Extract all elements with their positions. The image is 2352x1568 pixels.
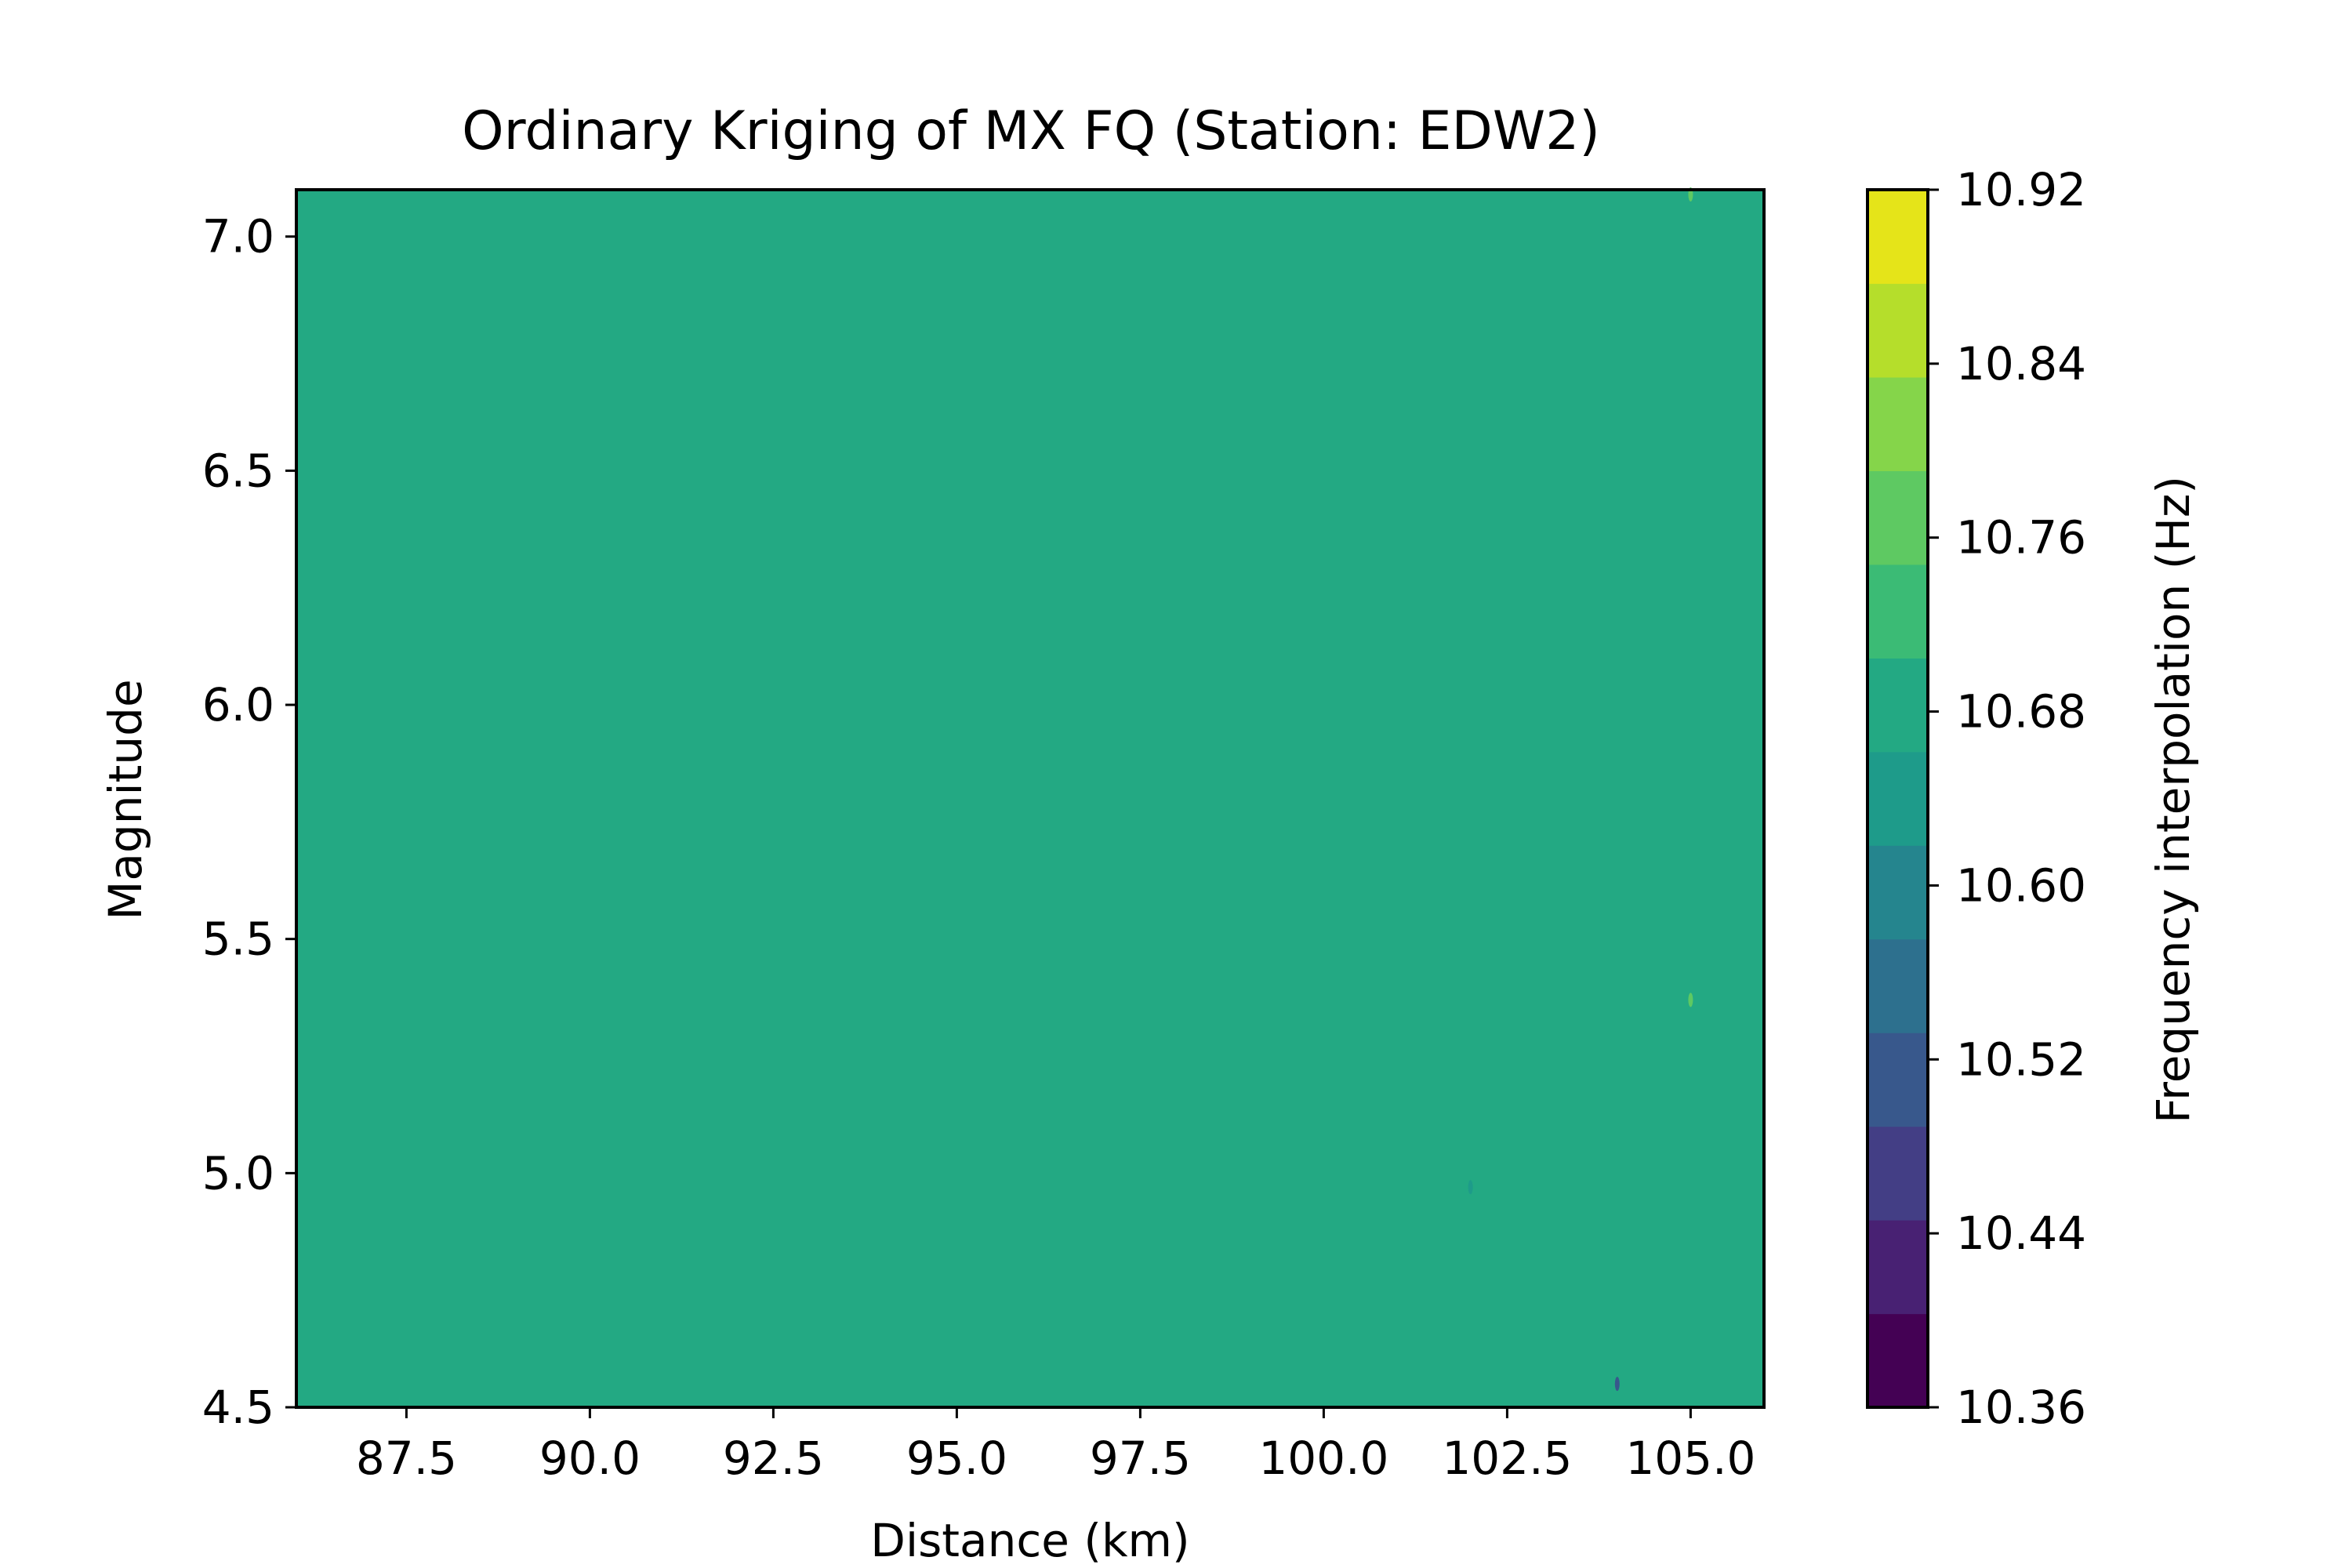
heatmap-anomalies xyxy=(1468,187,1693,1392)
colorbar-tick-label: 10.44 xyxy=(1956,1207,2086,1260)
colorbar-ticks: 10.36 10.44 10.52 10.60 10.68 10.76 10.84 10.92 xyxy=(1928,163,2086,1434)
x-axis-ticks: 87.5 90.0 92.5 95.0 97.5 100.0 102.5 105.0 xyxy=(356,1407,1755,1485)
colorbar-level-4 xyxy=(1867,938,1928,1033)
y-tick-label: 5.5 xyxy=(202,913,274,966)
colorbar-tick-label: 10.60 xyxy=(1956,858,2086,912)
colorbar-tick-label: 10.68 xyxy=(1956,685,2086,739)
heatmap-anomaly-3 xyxy=(1614,1377,1620,1392)
colorbar-level-3 xyxy=(1867,1033,1928,1127)
colorbar-tick-label: 10.84 xyxy=(1956,337,2086,390)
x-tick-label: 90.0 xyxy=(539,1432,641,1485)
heatmap-anomaly-1 xyxy=(1688,993,1693,1007)
y-tick-label: 7.0 xyxy=(202,210,274,263)
y-axis-label: Magnitude xyxy=(99,679,152,920)
x-tick-label: 95.0 xyxy=(906,1432,1007,1485)
x-tick-label: 100.0 xyxy=(1258,1432,1388,1485)
x-tick-label: 92.5 xyxy=(723,1432,824,1485)
colorbar-tick-label: 10.36 xyxy=(1956,1381,2086,1434)
x-tick-label: 87.5 xyxy=(356,1432,457,1485)
y-tick-label: 6.0 xyxy=(202,678,274,731)
heatmap-fill xyxy=(296,190,1764,1407)
colorbar-level-0 xyxy=(1867,1313,1928,1408)
colorbar: 10.36 10.44 10.52 10.60 10.68 10.76 10.84 10.92… xyxy=(1866,163,2200,1434)
colorbar-tick-label: 10.92 xyxy=(1956,163,2086,216)
colorbar-frame xyxy=(1866,188,1929,1409)
y-tick-label: 6.5 xyxy=(202,444,274,497)
y-tick-label: 5.0 xyxy=(202,1146,274,1200)
heatmap-anomaly-2 xyxy=(1468,1180,1473,1195)
y-tick-label: 4.5 xyxy=(202,1381,274,1434)
x-tick-label: 105.0 xyxy=(1625,1432,1755,1485)
colorbar-tick-label: 10.52 xyxy=(1956,1033,2086,1086)
plot-frame xyxy=(295,188,1766,1409)
chart-title: Ordinary Kriging of MX FQ (Station: EDW2… xyxy=(462,100,1600,162)
colorbar-level-1 xyxy=(1867,1220,1928,1315)
colorbar-tick-label: 10.76 xyxy=(1956,511,2086,564)
colorbar-level-9 xyxy=(1867,470,1928,565)
plot-area: 87.5 90.0 92.5 95.0 97.5 100.0 102.5 105.0 4.5 5… xyxy=(202,187,1766,1485)
colorbar-level-5 xyxy=(1867,845,1928,940)
colorbar-level-6 xyxy=(1867,751,1928,846)
colorbar-level-2 xyxy=(1867,1126,1928,1221)
colorbar-level-10 xyxy=(1867,376,1928,471)
colorbar-level-11 xyxy=(1867,283,1928,378)
colorbar-level-8 xyxy=(1867,564,1928,659)
x-tick-label: 97.5 xyxy=(1090,1432,1191,1485)
x-axis-label: Distance (km) xyxy=(870,1514,1189,1567)
colorbar-level-12 xyxy=(1867,190,1928,285)
y-axis-ticks: 4.5 5.0 5.5 6.0 6.5 7.0 xyxy=(202,210,296,1434)
colorbar-label: Frequency interpolation (Hz) xyxy=(2147,476,2200,1123)
x-tick-label: 102.5 xyxy=(1442,1432,1572,1485)
colorbar-levels xyxy=(1867,190,1928,1408)
colorbar-level-7 xyxy=(1867,658,1928,753)
